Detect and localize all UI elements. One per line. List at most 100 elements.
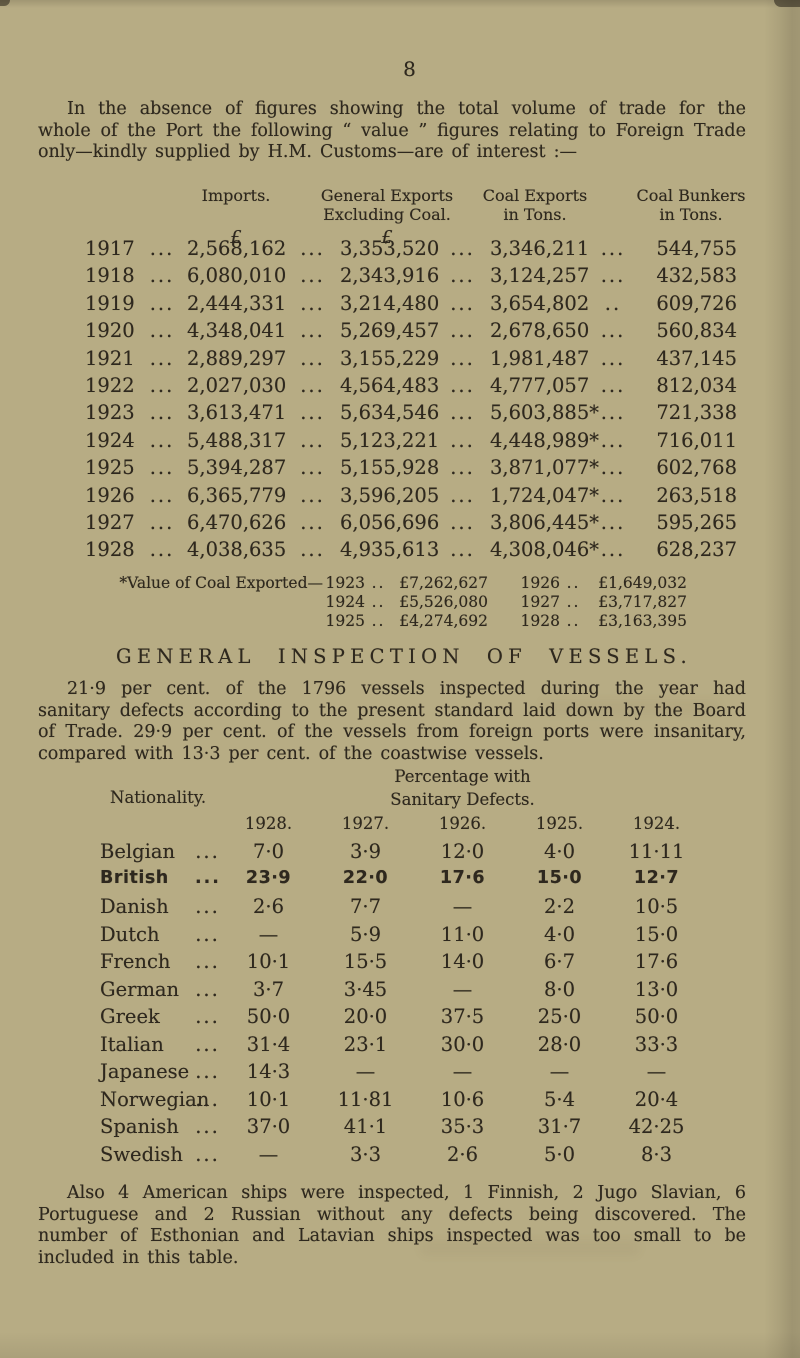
value-cell: 2,444,331 (187, 291, 287, 315)
dot-leader: .. (604, 291, 622, 315)
value-cell: 609,726 (656, 291, 737, 315)
percentage-value: 33·3 (634, 1032, 679, 1056)
percentage-value: 7·0 (252, 840, 284, 863)
value-cell: 4,348,041 (187, 319, 287, 343)
trade-table-row: 1924... 5,488,317... 5,123,221... 4,448,989… (85, 429, 753, 456)
percentage-value: — (355, 1060, 376, 1083)
nationality-row: Belgian... 7·0 3·9 12·0 4·0 11·11 (100, 840, 705, 868)
dot-leader: ... (450, 346, 475, 370)
percentage-value: 3·3 (349, 1142, 381, 1166)
value-cell: 432,583 (656, 264, 737, 288)
percentage-value: 12·7 (633, 867, 680, 888)
percentage-value: 37·5 (440, 1005, 485, 1028)
percentage-value: 20·4 (634, 1087, 679, 1111)
dot-leader: ... (195, 1115, 220, 1138)
year-cell: 1922 (85, 373, 135, 397)
footnote-year: 1925 (325, 612, 365, 630)
year-header: 1924. (632, 814, 681, 833)
closing-paragraph: Also 4 American ships were inspected, 1 … (38, 1183, 746, 1268)
footnote-value: £5,526,080 (399, 593, 488, 611)
dot-leader: ... (149, 428, 175, 452)
nationality-name: Italian (100, 1032, 164, 1056)
nationality-name: Spanish (100, 1115, 179, 1138)
page-smudge (420, 1240, 640, 1256)
nationality-row: Japanese... 14·3 — — — — (100, 1060, 705, 1088)
dot-leader: ... (450, 237, 475, 260)
value-cell: 5,394,287 (187, 456, 287, 480)
year-header: 1925. (535, 814, 584, 833)
trade-col-header-imports: Imports. (151, 186, 321, 205)
col-header-line: in Tons. (659, 205, 723, 224)
year-cell: 1923 (85, 401, 135, 425)
value-cell: 3,613,471 (187, 401, 287, 425)
percentage-value: 20·0 (343, 1005, 388, 1028)
value-cell: 3,806,445* (490, 510, 599, 534)
dot-leader: ... (300, 428, 325, 452)
dot-leader: ... (149, 510, 175, 534)
dot-leader: ... (195, 950, 220, 973)
footnote-row: 1924.. £5,526,080 1927.. £3,717,827 (115, 593, 687, 612)
trade-table-row: 1927... 6,470,626... 6,056,696... 3,806,445… (85, 511, 753, 538)
year-cell: 1924 (85, 428, 135, 452)
percentage-value: 25·0 (537, 1005, 582, 1028)
value-cell: 6,365,779 (187, 483, 287, 507)
percentage-value: 6·7 (543, 950, 575, 973)
nationality-row: Greek... 50·0 20·0 37·5 25·0 50·0 (100, 1005, 705, 1033)
percentage-value: — (452, 895, 473, 918)
dot-leader: ... (600, 401, 626, 425)
nationality-name: Belgian (100, 840, 176, 863)
percentage-value: 5·0 (543, 1142, 575, 1166)
nationality-name: French (100, 950, 171, 973)
percentage-value: 10·1 (246, 1087, 291, 1111)
percentage-value: 2·6 (446, 1142, 478, 1166)
trade-table-row: 1922... 2,027,030... 4,564,483... 4,777,057… (85, 374, 753, 401)
year-header: 1926. (438, 814, 487, 833)
value-cell: 4,038,635 (187, 538, 287, 562)
percentage-value: — (258, 922, 279, 946)
percentage-value: 14·0 (440, 950, 485, 973)
nationality-row: British... 23·9 22·0 17·6 15·0 12·7 (100, 868, 705, 896)
year-header-row: 1928. 1927. 1926. 1925. 1924. (100, 814, 705, 833)
value-cell: 2,343,916 (340, 264, 440, 288)
year-cell: 1919 (85, 291, 135, 315)
dot-leader: ... (600, 237, 626, 260)
dot-leader: ... (149, 538, 175, 562)
value-cell: 628,237 (656, 538, 737, 562)
percentage-value: 11·81 (337, 1087, 394, 1111)
dot-leader: ... (149, 373, 175, 397)
nationality-row: Danish... 2·6 7·7 — 2·2 10·5 (100, 895, 705, 923)
value-cell: 595,265 (656, 510, 737, 534)
percentage-value: 31·4 (246, 1032, 291, 1056)
dot-leader: ... (195, 867, 221, 888)
page-number: 8 (403, 57, 417, 81)
value-cell: 2,027,030 (187, 373, 287, 397)
value-cell: 5,123,221 (340, 428, 440, 452)
trade-table-row: 1917... 2,568,162... 3,353,520... 3,346,211… (85, 237, 753, 264)
percentage-value: 17·6 (634, 950, 679, 973)
dot-leader: ... (600, 538, 626, 562)
value-cell: 6,470,626 (187, 510, 287, 534)
footnote-value: £3,717,827 (598, 593, 687, 611)
value-cell: 2,568,162 (187, 237, 287, 260)
dot-leader: ... (149, 264, 175, 288)
section-heading: GENERAL INSPECTION OF VESSELS. (116, 645, 692, 668)
percentage-value: 23·1 (343, 1032, 388, 1056)
year-header: 1928. (244, 814, 293, 833)
value-cell: 1,981,487 (490, 346, 590, 370)
percentage-value: 31·7 (537, 1115, 582, 1138)
dot-leader: ... (450, 319, 475, 343)
group-header-line: Sanitary Defects. (390, 789, 535, 809)
value-cell: 5,488,317 (187, 428, 287, 452)
year-cell: 1925 (85, 456, 135, 480)
nationality-name: Japanese (100, 1060, 190, 1083)
dot-leader: ... (600, 346, 626, 370)
nationality-rows: Belgian... 7·0 3·9 12·0 4·0 11·11 British... 23… (100, 840, 705, 1170)
nationality-row: Italian... 31·4 23·1 30·0 28·0 33·3 (100, 1033, 705, 1061)
year-cell: 1921 (85, 346, 135, 370)
trade-table-row: 1928... 4,038,635... 4,935,613... 4,308,046… (85, 538, 753, 565)
percentage-value: 15·5 (343, 950, 388, 973)
dot-leader: ... (300, 237, 325, 260)
value-cell: 2,678,650 (490, 319, 590, 343)
dot-leader: .. (371, 574, 386, 592)
scan-bottom-shadow (0, 1332, 800, 1358)
